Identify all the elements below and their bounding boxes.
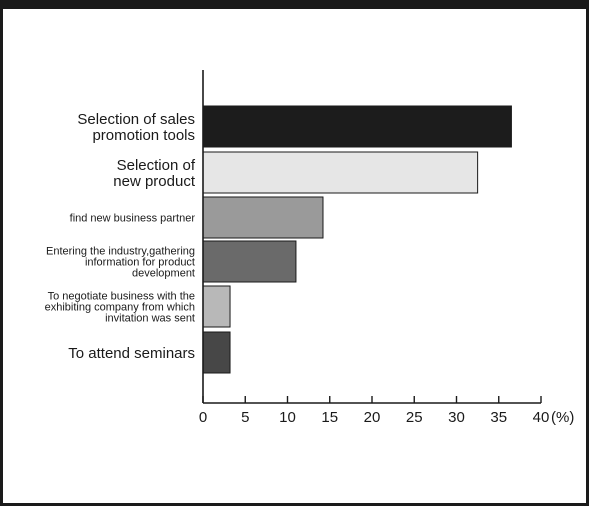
- category-label-4: Entering the industry,gathering informati…: [46, 245, 195, 279]
- category-label-2: Selection of new product: [113, 157, 196, 190]
- bar-5: [202, 285, 231, 328]
- x-tick-label-40: 40: [533, 409, 550, 426]
- category-label-1: Selection of sales promotion tools: [77, 111, 195, 144]
- x-tick-label-25: 25: [406, 409, 423, 426]
- x-axis-ticks: 0 5 10 15 20 25 30 35 40: [199, 396, 550, 426]
- x-tick-label-35: 35: [490, 409, 507, 426]
- x-tick-label-20: 20: [364, 409, 381, 426]
- bar-4: [202, 240, 297, 283]
- bar-2: [202, 151, 479, 194]
- x-tick-label-5: 5: [241, 409, 249, 426]
- x-axis-unit: (%): [551, 409, 574, 426]
- category-label-3: find new business partner: [70, 212, 196, 224]
- bar-3: [202, 196, 324, 239]
- category-labels: Selection of sales promotion tools Selecti…: [45, 111, 196, 362]
- bar-6: [202, 331, 231, 374]
- category-label-6: To attend seminars: [68, 345, 195, 362]
- x-tick-label-15: 15: [321, 409, 338, 426]
- x-tick-label-30: 30: [448, 409, 465, 426]
- bars-layer: [202, 105, 512, 374]
- bar-1: [202, 105, 512, 148]
- x-tick-label-10: 10: [279, 409, 296, 426]
- category-label-5: To negotiate business with the exhibiting…: [45, 290, 195, 324]
- x-tick-label-0: 0: [199, 409, 207, 426]
